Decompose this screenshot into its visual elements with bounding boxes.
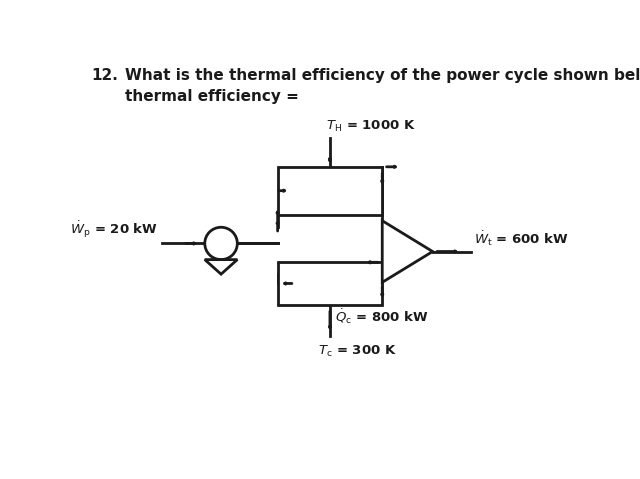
- Text: $\dot{W}_{\mathsf{p}}$ = 20 kW: $\dot{W}_{\mathsf{p}}$ = 20 kW: [70, 220, 157, 240]
- Text: $T_{\mathsf{H}}$ = 1000 K: $T_{\mathsf{H}}$ = 1000 K: [326, 119, 416, 135]
- Circle shape: [205, 227, 237, 260]
- Text: $\dot{W}_{\mathsf{t}}$ = 600 kW: $\dot{W}_{\mathsf{t}}$ = 600 kW: [474, 230, 570, 249]
- Polygon shape: [205, 260, 237, 274]
- Text: thermal efficiency =: thermal efficiency =: [125, 89, 299, 104]
- Bar: [278, 167, 382, 215]
- Text: What is the thermal efficiency of the power cycle shown below?: What is the thermal efficiency of the po…: [125, 68, 640, 83]
- Text: $\dot{Q}_{\mathsf{c}}$ = 800 kW: $\dot{Q}_{\mathsf{c}}$ = 800 kW: [335, 308, 428, 327]
- Bar: [278, 262, 382, 305]
- Text: 12.: 12.: [92, 68, 118, 83]
- Text: $T_{\mathsf{c}}$ = 300 K: $T_{\mathsf{c}}$ = 300 K: [318, 344, 397, 359]
- Polygon shape: [382, 221, 433, 282]
